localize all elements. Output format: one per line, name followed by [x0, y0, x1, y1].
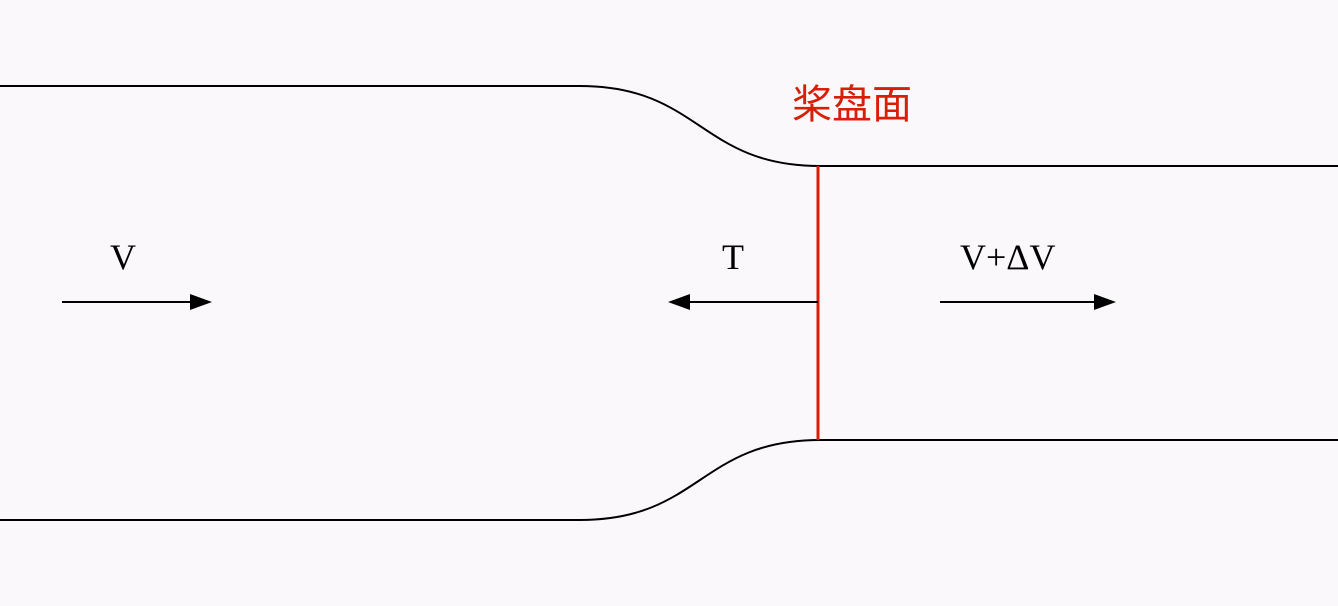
outflow-velocity-label: V+ΔV	[960, 236, 1055, 278]
inflow-arrow-head	[190, 294, 212, 310]
thrust-label: T	[722, 236, 744, 278]
inflow-velocity-label: V	[110, 236, 136, 278]
thrust-arrow-head	[668, 294, 690, 310]
outflow-arrow-head	[1094, 294, 1116, 310]
streamtube-bottom	[0, 440, 1338, 520]
disk-label: 桨盘面	[792, 72, 912, 130]
streamtube-top	[0, 86, 1338, 166]
